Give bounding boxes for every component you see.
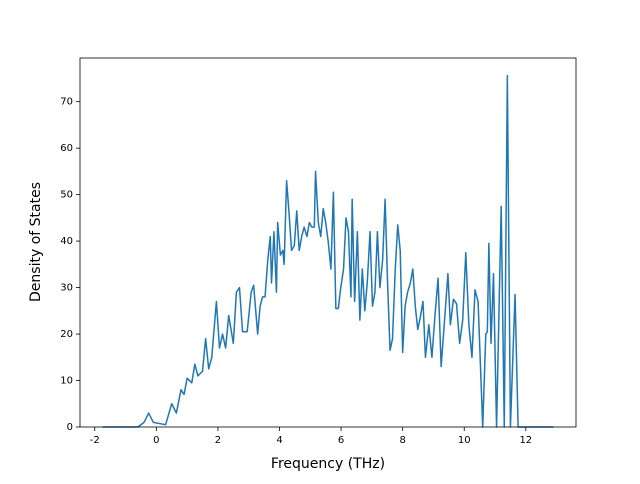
- x-tick-label: 12: [519, 435, 532, 446]
- y-tick-label: 50: [60, 190, 73, 201]
- y-tick-label: 30: [60, 283, 73, 294]
- y-tick-label: 10: [60, 376, 73, 387]
- x-tick-label: -2: [90, 435, 100, 446]
- y-tick-label: 40: [60, 236, 73, 247]
- x-tick-label: 10: [458, 435, 471, 446]
- y-tick-label: 0: [67, 422, 73, 433]
- x-tick-label: 8: [399, 435, 405, 446]
- axes-frame: [79, 57, 577, 428]
- x-tick-label: 6: [338, 435, 344, 446]
- y-tick-label: 60: [60, 143, 73, 154]
- line: [102, 74, 554, 428]
- y-tick-label: 70: [60, 97, 73, 108]
- y-axis-label: Density of States: [28, 182, 44, 302]
- x-tick-label: 2: [215, 435, 221, 446]
- x-axis-label: Frequency (THz): [271, 456, 385, 472]
- x-tick-label: 0: [153, 435, 159, 446]
- y-tick-label: 20: [60, 329, 73, 340]
- x-tick-label: 4: [276, 435, 282, 446]
